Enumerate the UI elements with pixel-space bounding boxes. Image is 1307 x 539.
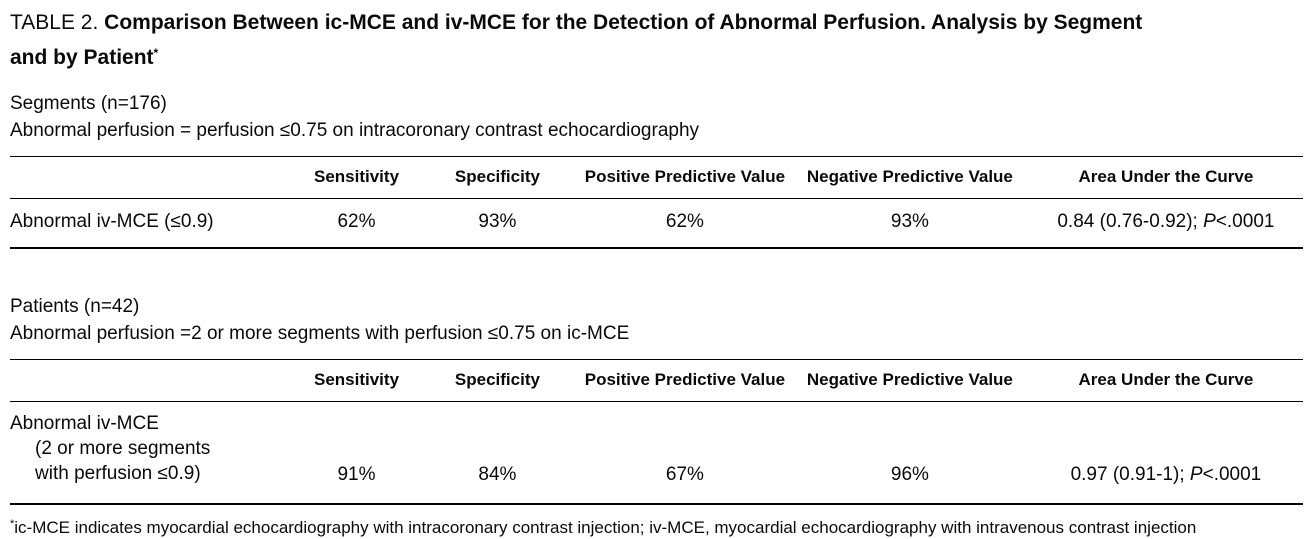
table-number: TABLE 2. [10,11,99,34]
footnote-text: ic-MCE indicates myocardial echocardiogr… [14,518,1197,537]
auc-value: 0.84 (0.76-0.92); P<.0001 [1028,198,1303,249]
patients-header-row: Sensitivity Specificity Positive Predict… [10,359,1303,402]
row-label-line: with perfusion ≤0.9) [35,463,201,484]
section-patients: Patients (n=42) Abnormal perfusion =2 or… [10,293,1303,505]
table-row: Abnormal iv-MCE (≤0.9) 62% 93% 62% 93% 0… [10,198,1303,249]
column-header-npv: Negative Predictive Value [790,359,1029,402]
segments-header-row: Sensitivity Specificity Positive Predict… [10,156,1303,199]
patients-table: Sensitivity Specificity Positive Predict… [10,359,1303,505]
column-header-ppv: Positive Predictive Value [578,156,791,199]
table-row: Abnormal iv-MCE (2 or more segments with… [10,401,1303,505]
p-symbol: P [1203,211,1216,232]
empty-header-cell [10,156,298,199]
footnote-marker: * [10,518,15,530]
specificity-value: 93% [415,198,579,249]
empty-header-cell [10,359,298,402]
table-title-text: Comparison Between ic-MCE and iv-MCE for… [10,11,1143,69]
npv-value: 93% [790,198,1029,249]
sensitivity-value: 62% [297,198,416,249]
column-header-ppv: Positive Predictive Value [578,359,791,402]
auc-estimate: 0.97 (0.91-1); [1070,464,1190,485]
column-header-auc: Area Under the Curve [1028,156,1303,199]
row-label-line: Abnormal iv-MCE [10,413,159,434]
row-label: Abnormal iv-MCE (2 or more segments with… [10,401,298,505]
p-value: <.0001 [1202,464,1262,485]
ppv-value: 67% [578,401,791,505]
p-symbol: P [1189,464,1203,485]
column-header-sensitivity: Sensitivity [297,359,416,402]
section-segments: Segments (n=176) Abnormal perfusion = pe… [10,90,1303,249]
p-value: <.0001 [1215,211,1275,232]
row-label-line: (2 or more segments [35,438,211,459]
title-footnote-marker: * [153,46,159,60]
section-heading: Patients (n=42) [10,296,140,317]
segments-table: Sensitivity Specificity Positive Predict… [10,156,1303,249]
auc-estimate: 0.84 (0.76-0.92); [1057,211,1204,232]
table-footnote: *ic-MCE indicates myocardial echocardiog… [10,513,1303,539]
column-header-specificity: Specificity [415,359,579,402]
sensitivity-value: 91% [297,401,416,505]
section-segments-intro: Segments (n=176) Abnormal perfusion = pe… [10,90,1303,144]
section-patients-intro: Patients (n=42) Abnormal perfusion =2 or… [10,293,1303,347]
table-title: TABLE 2. Comparison Between ic-MCE and i… [10,7,1175,73]
ppv-value: 62% [578,198,791,249]
column-header-specificity: Specificity [415,156,579,199]
row-label: Abnormal iv-MCE (≤0.9) [10,198,298,249]
column-header-auc: Area Under the Curve [1028,359,1303,402]
auc-value: 0.97 (0.91-1); P<.0001 [1028,401,1303,505]
specificity-value: 84% [415,401,579,505]
column-header-sensitivity: Sensitivity [297,156,416,199]
section-definition: Abnormal perfusion =2 or more segments w… [10,323,630,344]
column-header-npv: Negative Predictive Value [790,156,1029,199]
npv-value: 96% [790,401,1029,505]
section-heading: Segments (n=176) [10,93,167,114]
section-definition: Abnormal perfusion = perfusion ≤0.75 on … [10,120,700,141]
